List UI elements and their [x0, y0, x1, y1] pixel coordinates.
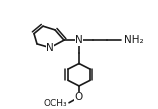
- Text: N: N: [75, 35, 83, 45]
- Text: NH₂: NH₂: [124, 35, 144, 45]
- Text: OCH₃: OCH₃: [43, 99, 67, 108]
- Text: O: O: [75, 92, 83, 102]
- Text: N: N: [46, 43, 54, 53]
